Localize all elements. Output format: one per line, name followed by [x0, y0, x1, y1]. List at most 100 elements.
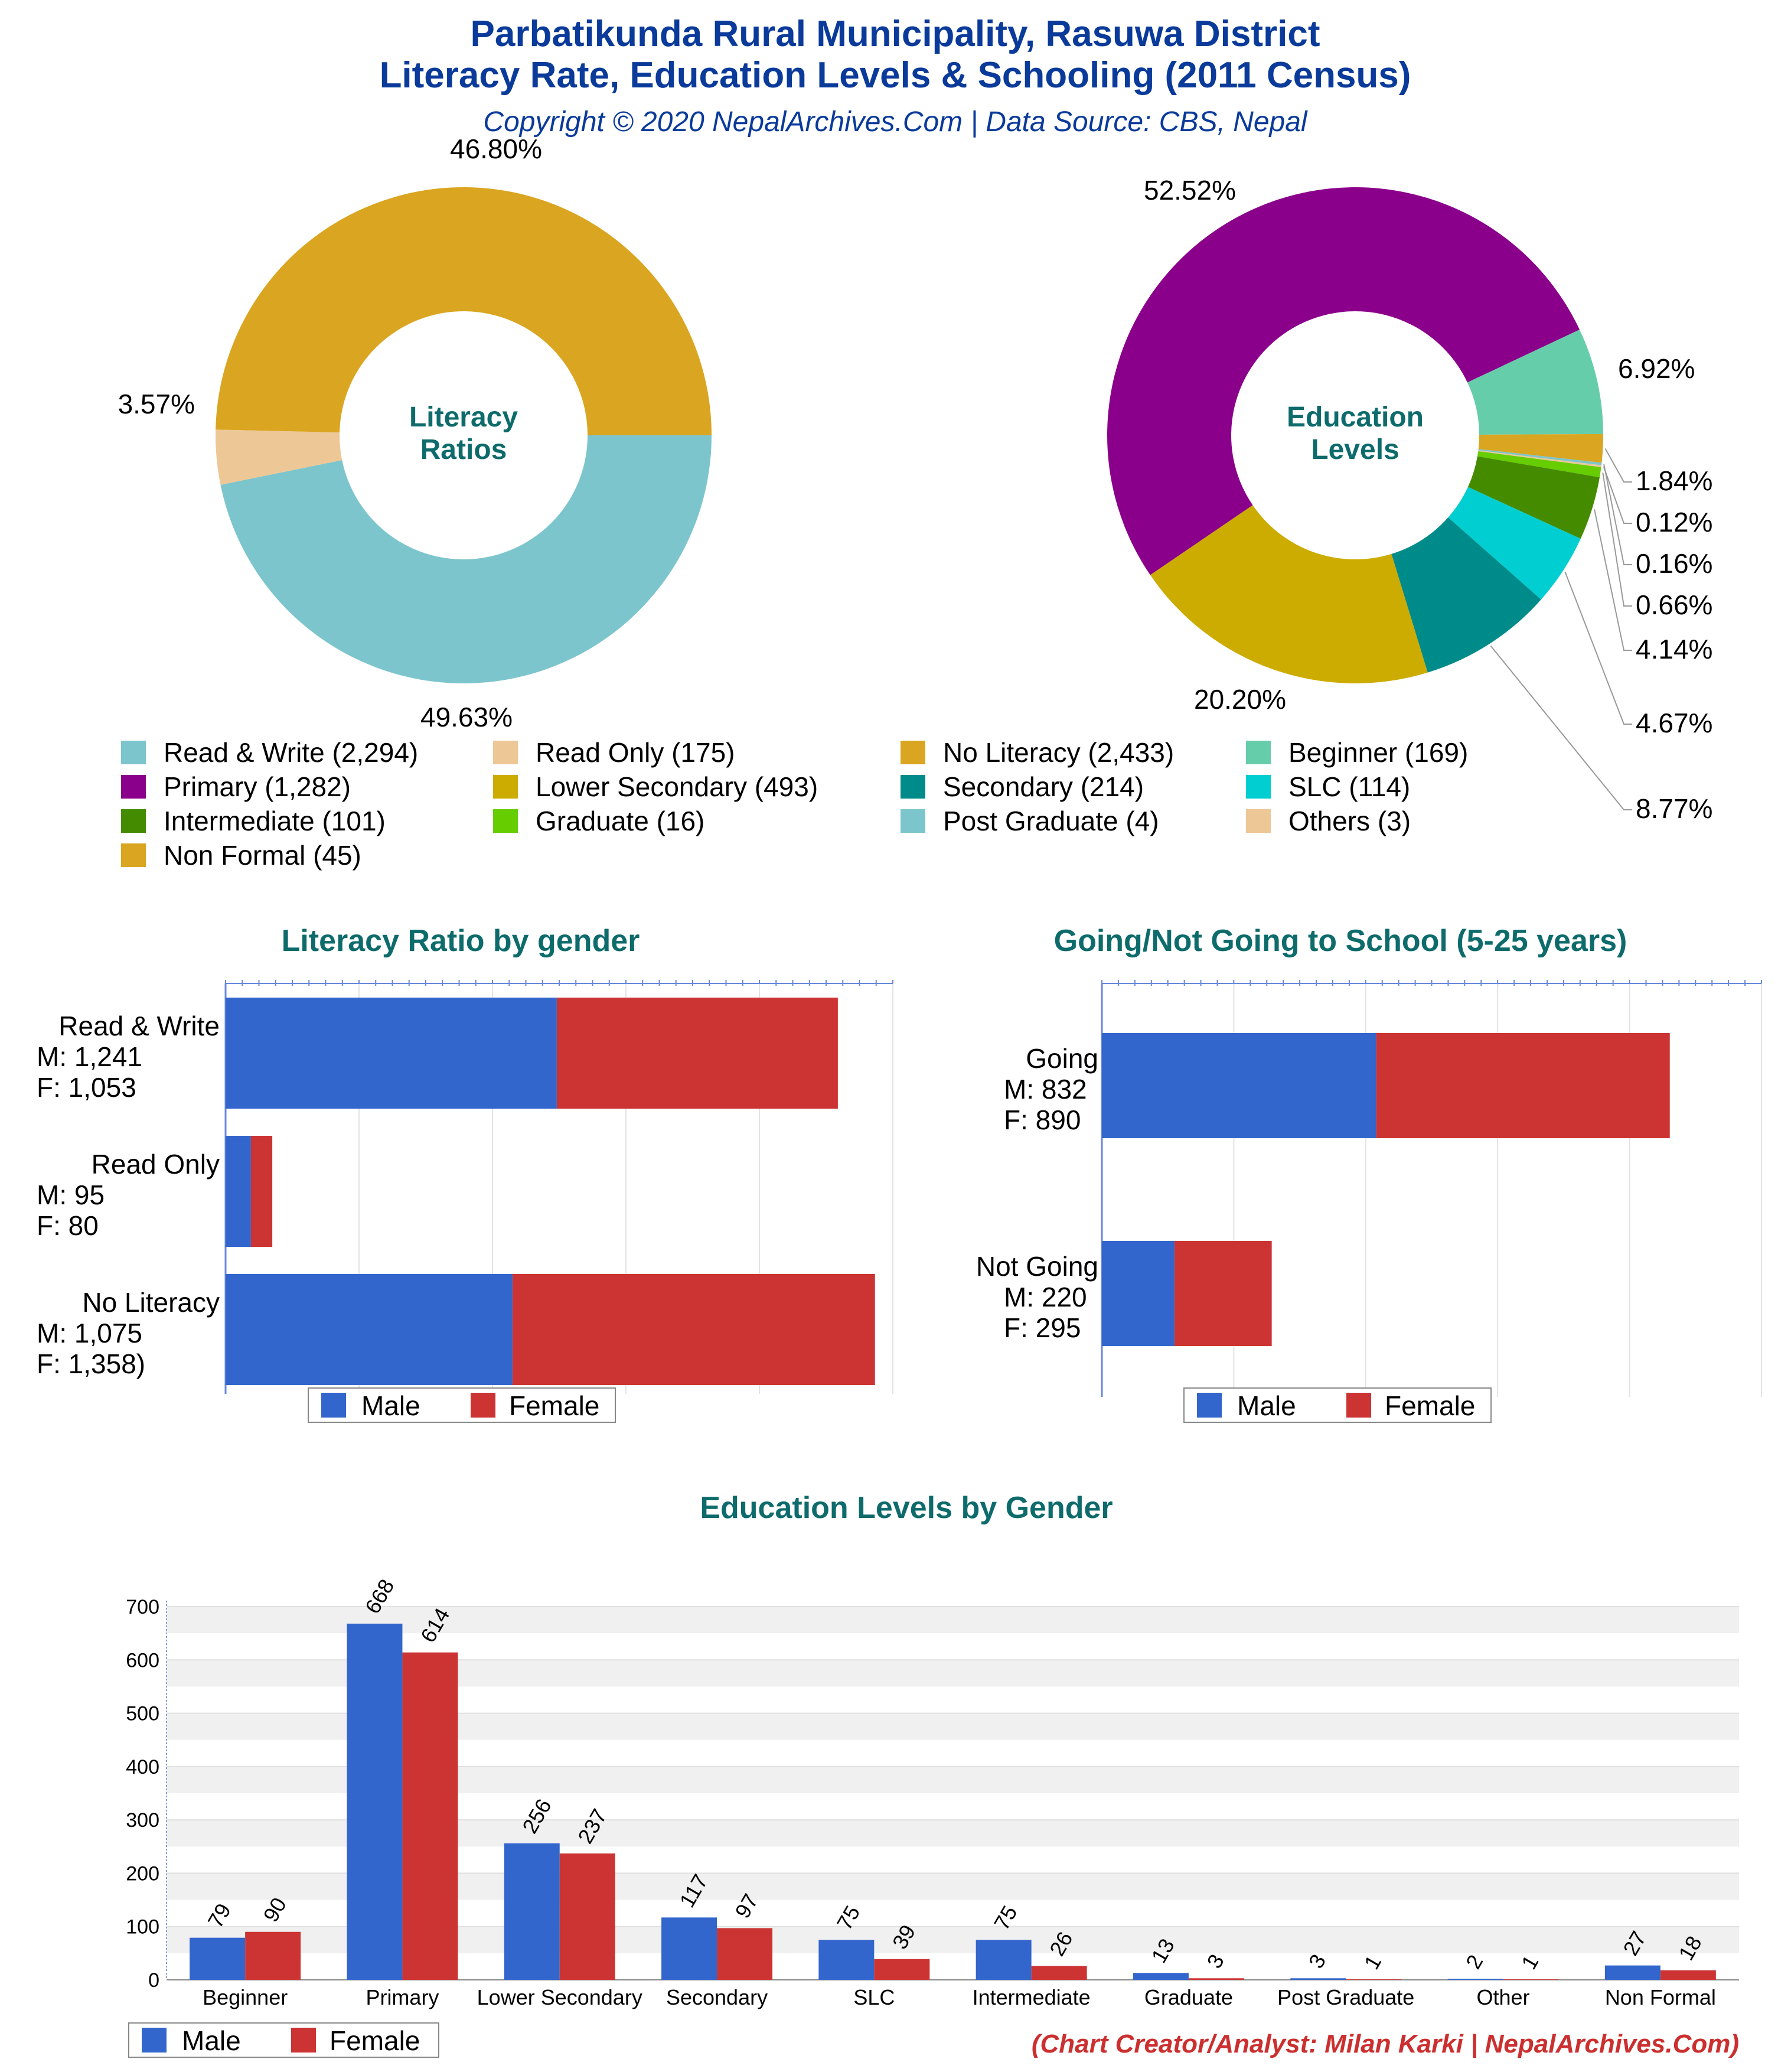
category-label: F: 1,053 — [37, 1072, 136, 1103]
gender-legend-box — [1183, 1387, 1492, 1423]
bar-value-label-male: 3 — [1304, 1950, 1331, 1972]
legend-swatch-male — [321, 1393, 346, 1418]
category-label: F: 80 — [37, 1210, 99, 1241]
bar-female — [559, 1853, 615, 1980]
donut2-leader-line — [1603, 466, 1632, 524]
donut2-slice-0 — [1107, 187, 1580, 575]
legend-item-label: Non Formal (45) — [164, 840, 361, 871]
category-label: M: 832 — [1004, 1074, 1087, 1105]
donut2-leader-line — [1564, 571, 1632, 725]
y-tick-label: 0 — [148, 1969, 159, 1992]
y-tick-label: 200 — [126, 1862, 159, 1885]
legend-item-label: Read Only (175) — [536, 737, 735, 768]
legend-item-label: Post Graduate (4) — [943, 806, 1159, 836]
y-tick-label: 500 — [126, 1703, 159, 1725]
donut1-slice-1 — [216, 429, 342, 485]
legend-swatch — [121, 741, 146, 764]
donut-legend: Read & Write (2,294) Read Only (175) No Li… — [121, 737, 1468, 871]
bar-male — [504, 1843, 560, 1980]
donut2-slice-3 — [1478, 449, 1602, 465]
bar-female — [1188, 1978, 1244, 1980]
donut1-percent-label: 46.80% — [450, 133, 542, 164]
chart-credit: (Chart Creator/Analyst: Milan Karki | Ne… — [1032, 2029, 1739, 2058]
donut2-percent-label: 6.92% — [1618, 353, 1695, 384]
bar-female — [1376, 1033, 1670, 1138]
legend-male-label: Male — [1237, 1390, 1296, 1421]
donut2-percent-label: 4.67% — [1636, 708, 1712, 738]
category-label: Not Going — [976, 1251, 1098, 1282]
category-label: Going — [1026, 1043, 1098, 1074]
bar-value-label-male: 2 — [1461, 1950, 1488, 1973]
legend-swatch — [121, 775, 146, 799]
category-label: F: 295 — [1004, 1312, 1081, 1343]
legend-swatch — [121, 809, 146, 833]
bar-female — [874, 1959, 930, 1980]
bar-male — [226, 1274, 513, 1385]
legend-swatch — [1246, 775, 1271, 799]
donut2-percent-label: 4.14% — [1636, 634, 1712, 664]
category-label: M: 95 — [37, 1180, 105, 1210]
x-category-label: Post Graduate — [1277, 1985, 1414, 2009]
y-tick-label: 100 — [126, 1916, 159, 1939]
donut2-slice-5 — [1477, 451, 1601, 478]
donut2-leader-line — [1604, 448, 1632, 483]
legend-item-label: SLC (114) — [1288, 771, 1410, 802]
category-label: Read & Write — [58, 1011, 220, 1041]
legend-item-label: Beginner (169) — [1288, 737, 1468, 768]
category-label: Read Only — [92, 1149, 220, 1180]
legend-swatch — [901, 741, 925, 764]
legend-male-label: Male — [361, 1390, 420, 1421]
legend-swatch-female — [1346, 1393, 1371, 1418]
title-line-2: Literacy Rate, Education Levels & School… — [380, 55, 1411, 96]
category-label: M: 1,075 — [37, 1318, 142, 1348]
bar-female — [512, 1274, 875, 1385]
legend-swatch — [901, 809, 925, 833]
bar-male — [976, 1940, 1032, 1980]
bar-female — [402, 1652, 458, 1980]
bar-male — [347, 1623, 403, 1980]
bar-male — [1604, 1965, 1660, 1980]
legend-swatch — [1246, 809, 1271, 833]
legend-item-label: Intermediate (101) — [164, 806, 386, 836]
donut1-percent-label: 49.63% — [420, 702, 513, 732]
category-label: F: 890 — [1004, 1105, 1081, 1135]
gender-legend-box — [128, 2022, 439, 2058]
x-category-label: Intermediate — [973, 1985, 1091, 2009]
bar-value-label-female: 1 — [1359, 1951, 1387, 1973]
bar-female — [245, 1931, 301, 1980]
legend-swatch-female — [471, 1393, 495, 1418]
bar-female — [250, 1136, 273, 1247]
donut2-percent-label: 0.16% — [1636, 548, 1712, 579]
donut2-percent-label: 8.77% — [1636, 793, 1712, 824]
donut1-center-label: Literacy — [409, 402, 518, 433]
legend-item-label: Lower Secondary (493) — [536, 771, 818, 802]
legend-male-label: Male — [182, 2025, 241, 2056]
bar-male — [661, 1917, 717, 1980]
bar-female — [1346, 1979, 1402, 1980]
y-tick-label: 700 — [126, 1596, 159, 1618]
donut2-percent-label: 0.66% — [1636, 589, 1712, 620]
donut2-center-label: Education — [1287, 402, 1424, 433]
donut2-slice-4 — [1478, 450, 1601, 467]
bar-male — [226, 1136, 251, 1247]
category-label: M: 220 — [1004, 1282, 1087, 1312]
title-line-1: Parbatikunda Rural Municipality, Rasuwa … — [471, 14, 1320, 54]
legend-swatch-male — [142, 2028, 167, 2053]
donut2-slice-9 — [1150, 505, 1428, 683]
bar-male — [1447, 1979, 1503, 1980]
legend-swatch — [121, 843, 146, 867]
legend-item-label: Secondary (214) — [943, 771, 1144, 802]
bar-male — [1133, 1973, 1189, 1980]
donut2-slice-1 — [1467, 330, 1603, 435]
bar-female — [1174, 1241, 1272, 1346]
x-category-label: Graduate — [1144, 1985, 1233, 2009]
x-category-label: Beginner — [203, 1985, 288, 2009]
donut1-center-label: Ratios — [420, 434, 507, 465]
bar-female — [1660, 1970, 1716, 1980]
donut1-slice-0 — [220, 435, 712, 683]
legend-swatch-female — [291, 2028, 316, 2053]
category-label: No Literacy — [82, 1287, 220, 1318]
legend-female-label: Female — [330, 2025, 420, 2056]
